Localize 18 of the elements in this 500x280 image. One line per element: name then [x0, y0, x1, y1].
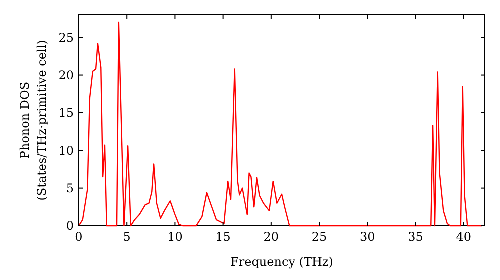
x-tick-label: 5: [123, 230, 131, 244]
x-tick-label: 30: [360, 230, 376, 244]
y-tick-label: 20: [58, 68, 74, 82]
y-tick-label: 0: [66, 219, 74, 234]
x-axis-title: Frequency (THz): [230, 255, 334, 269]
x-tick-label: 25: [312, 230, 328, 244]
x-tick-label: 20: [264, 230, 280, 244]
y-axis-title: Phonon DOS (States/THz·primitive cell): [18, 40, 49, 201]
line-series: [79, 22, 483, 227]
x-tick-label: 15: [216, 230, 231, 244]
y-tick-label: 10: [58, 144, 74, 158]
x-tick-label: 0: [75, 230, 83, 244]
x-tick-label: 10: [168, 230, 183, 244]
y-tick-label: 5: [66, 182, 74, 196]
x-tick-label: 40: [456, 230, 472, 244]
y-tick-label: 15: [58, 106, 74, 120]
y-tick-label: 25: [58, 30, 74, 45]
x-tick-label: 35: [408, 230, 424, 244]
